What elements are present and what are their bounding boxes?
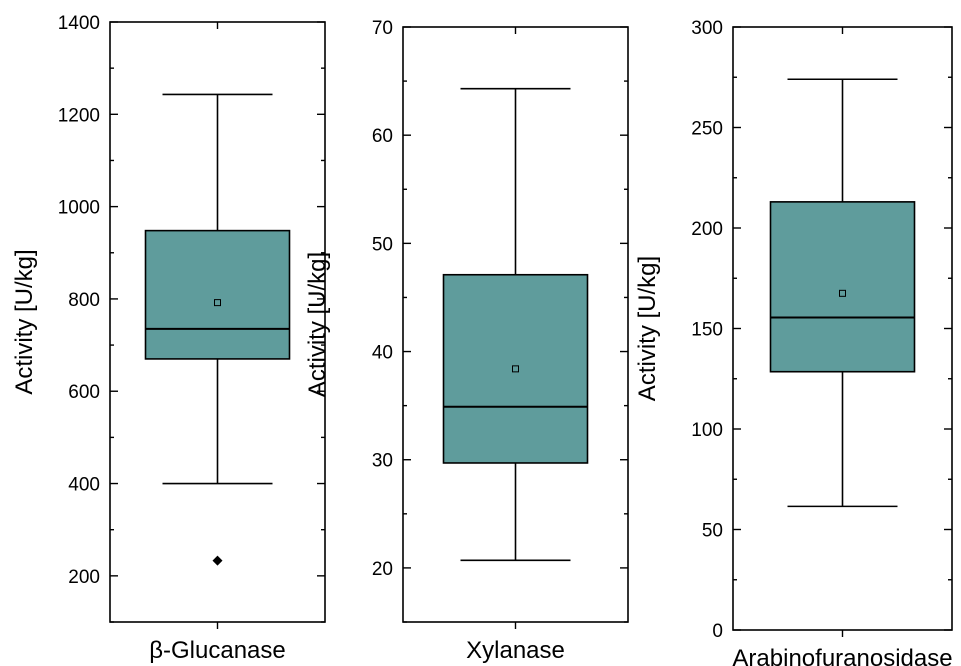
y-tick-label: 200 (68, 567, 100, 588)
y-tick-label: 70 (372, 18, 393, 39)
y-axis-label: Activity [U/kg] (634, 256, 661, 401)
y-tick-label: 40 (372, 343, 393, 364)
y-tick-label: 1000 (58, 198, 100, 219)
category-label: Arabinofuranosidase (732, 645, 952, 666)
y-tick-label: 60 (372, 126, 393, 147)
y-tick-label: 600 (68, 382, 100, 403)
y-tick-label: 1400 (58, 13, 100, 34)
mean-marker (839, 289, 846, 297)
category-label: β-Glucanase (149, 637, 286, 664)
y-tick-label: 20 (372, 559, 393, 580)
box-iqr (144, 229, 291, 360)
y-tick-label: 1200 (58, 105, 100, 126)
category-label: Xylanase (466, 637, 565, 664)
y-tick-label: 30 (372, 451, 393, 472)
y-tick-label: 0 (712, 621, 723, 642)
y-tick-label: 250 (691, 119, 723, 140)
mean-marker (512, 365, 519, 373)
y-tick-label: 50 (702, 521, 723, 542)
box-iqr (769, 201, 916, 373)
y-axis-label: Activity [U/kg] (304, 252, 331, 397)
y-tick-label: 100 (691, 420, 723, 441)
mean-marker (214, 299, 221, 307)
y-tick-label: 400 (68, 475, 100, 496)
y-tick-label: 300 (691, 18, 723, 39)
outlier-point (212, 555, 223, 566)
y-tick-label: 200 (691, 219, 723, 240)
y-tick-label: 800 (68, 290, 100, 311)
y-axis-label: Activity [U/kg] (11, 249, 38, 394)
box-iqr (442, 273, 589, 464)
y-tick-label: 150 (691, 320, 723, 341)
y-tick-label: 50 (372, 234, 393, 255)
